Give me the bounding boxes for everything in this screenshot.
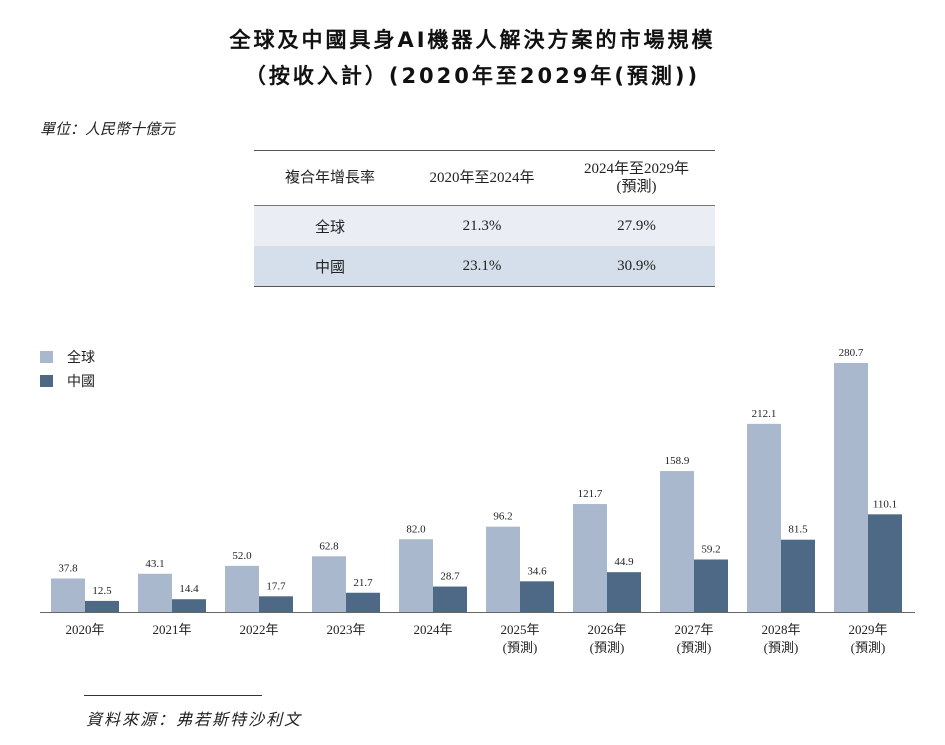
bar-china	[694, 559, 728, 612]
bar-china	[433, 586, 467, 612]
x-tick-sublabel: (預測)	[503, 640, 538, 655]
cagr-cell: 23.1%	[462, 257, 502, 274]
x-tick-label: 2021年	[152, 622, 191, 637]
bar-china	[868, 514, 902, 612]
bar-global	[486, 526, 520, 612]
bar-global	[399, 539, 433, 612]
bar-global	[51, 578, 85, 612]
data-label-china: 28.7	[440, 571, 460, 583]
data-label-china: 21.7	[353, 577, 373, 589]
bar-china	[172, 599, 206, 612]
x-tick-label: 2020年	[65, 622, 104, 637]
x-tick-label: 2023年	[326, 622, 365, 637]
x-tick-sublabel: (預測)	[764, 640, 799, 655]
bar-china	[520, 581, 554, 612]
data-label-global: 121.7	[578, 488, 603, 500]
data-label-china: 81.5	[788, 524, 808, 536]
data-label-china: 17.7	[266, 580, 286, 592]
data-label-china: 110.1	[873, 498, 897, 510]
data-label-global: 280.7	[839, 347, 864, 359]
cagr-cell: 27.9%	[617, 217, 656, 234]
chart-legend: 全球 中國	[40, 345, 95, 393]
data-label-global: 96.2	[493, 511, 512, 523]
bar-global	[747, 423, 781, 612]
data-label-china: 12.5	[92, 585, 112, 597]
cagr-cell: 21.3%	[462, 217, 502, 234]
data-label-global: 37.8	[58, 562, 78, 574]
x-tick-sublabel: (預測)	[851, 640, 886, 655]
data-label-global: 52.0	[232, 550, 252, 562]
bar-global	[138, 573, 172, 612]
cagr-row-label: 中國	[314, 259, 345, 276]
cagr-row-label: 全球	[314, 219, 345, 236]
cagr-header-period1: 2020年至2024年	[429, 170, 535, 186]
data-label-global: 212.1	[752, 408, 777, 420]
data-label-china: 14.4	[179, 583, 199, 595]
cagr-header-period2: 2024年至2029年 (預測)	[558, 151, 715, 206]
cagr-header-period2-years: 2024年至2029年	[583, 161, 689, 177]
chart-title-line2: （按收入計）(2020年至2029年(預測))	[244, 64, 701, 88]
bar-global	[573, 504, 607, 612]
data-label-china: 59.2	[701, 543, 720, 555]
chart-title-line1: 全球及中國具身AI機器人解決方案的市場規模	[229, 28, 716, 52]
x-tick-label: 2024年	[413, 622, 452, 637]
bar-china	[607, 572, 641, 612]
bar-china	[346, 592, 380, 612]
bar-china	[781, 539, 815, 612]
x-tick-label: 2028年	[761, 622, 800, 637]
bar-china	[259, 596, 293, 612]
legend-item-china: 中國	[40, 369, 95, 393]
bar-global	[660, 471, 694, 612]
source-divider	[84, 695, 262, 696]
x-tick-label: 2022年	[239, 622, 278, 637]
unit-label: 單位：人民幣十億元	[40, 120, 176, 138]
x-tick-label: 2025年	[500, 622, 539, 637]
data-label-global: 82.0	[406, 523, 426, 535]
cagr-table-header: 複合年增長率 2020年至2024年 2024年至2029年 (預測)	[254, 151, 715, 206]
cagr-cell: 30.9%	[617, 257, 656, 274]
data-label-global: 43.1	[145, 558, 164, 570]
x-tick-label: 2029年	[848, 622, 887, 637]
legend-swatch-china	[40, 375, 53, 387]
legend-item-global: 全球	[40, 345, 95, 369]
bar-global	[312, 556, 346, 612]
bar-global	[225, 565, 259, 612]
source-note: 資料來源：弗若斯特沙利文	[86, 710, 303, 729]
cagr-row-china: 中國 23.1% 30.9%	[254, 246, 715, 287]
x-tick-label: 2027年	[674, 622, 713, 637]
data-label-global: 62.8	[319, 540, 339, 552]
cagr-row-global: 全球 21.3% 27.9%	[254, 205, 715, 246]
bar-global	[834, 363, 868, 612]
x-tick-sublabel: (預測)	[677, 640, 712, 655]
legend-swatch-global	[40, 351, 53, 363]
legend-label-china: 中國	[67, 374, 95, 390]
data-label-global: 158.9	[665, 455, 690, 467]
x-tick-label: 2026年	[587, 622, 626, 637]
cagr-table: 複合年增長率 2020年至2024年 2024年至2029年 (預測) 全球 21…	[254, 150, 715, 287]
data-label-china: 44.9	[614, 556, 634, 568]
x-tick-sublabel: (預測)	[590, 640, 625, 655]
cagr-header-label: 複合年增長率	[284, 170, 375, 186]
cagr-header-period2-forecast: (預測)	[616, 179, 657, 195]
bar-china	[85, 600, 119, 612]
legend-label-global: 全球	[67, 350, 95, 366]
bar-chart: 37.8 12.5 2020年 43.1 14.4 2021年 52.0 17.7 2022年 6…	[40, 347, 915, 655]
data-label-china: 34.6	[527, 565, 547, 577]
